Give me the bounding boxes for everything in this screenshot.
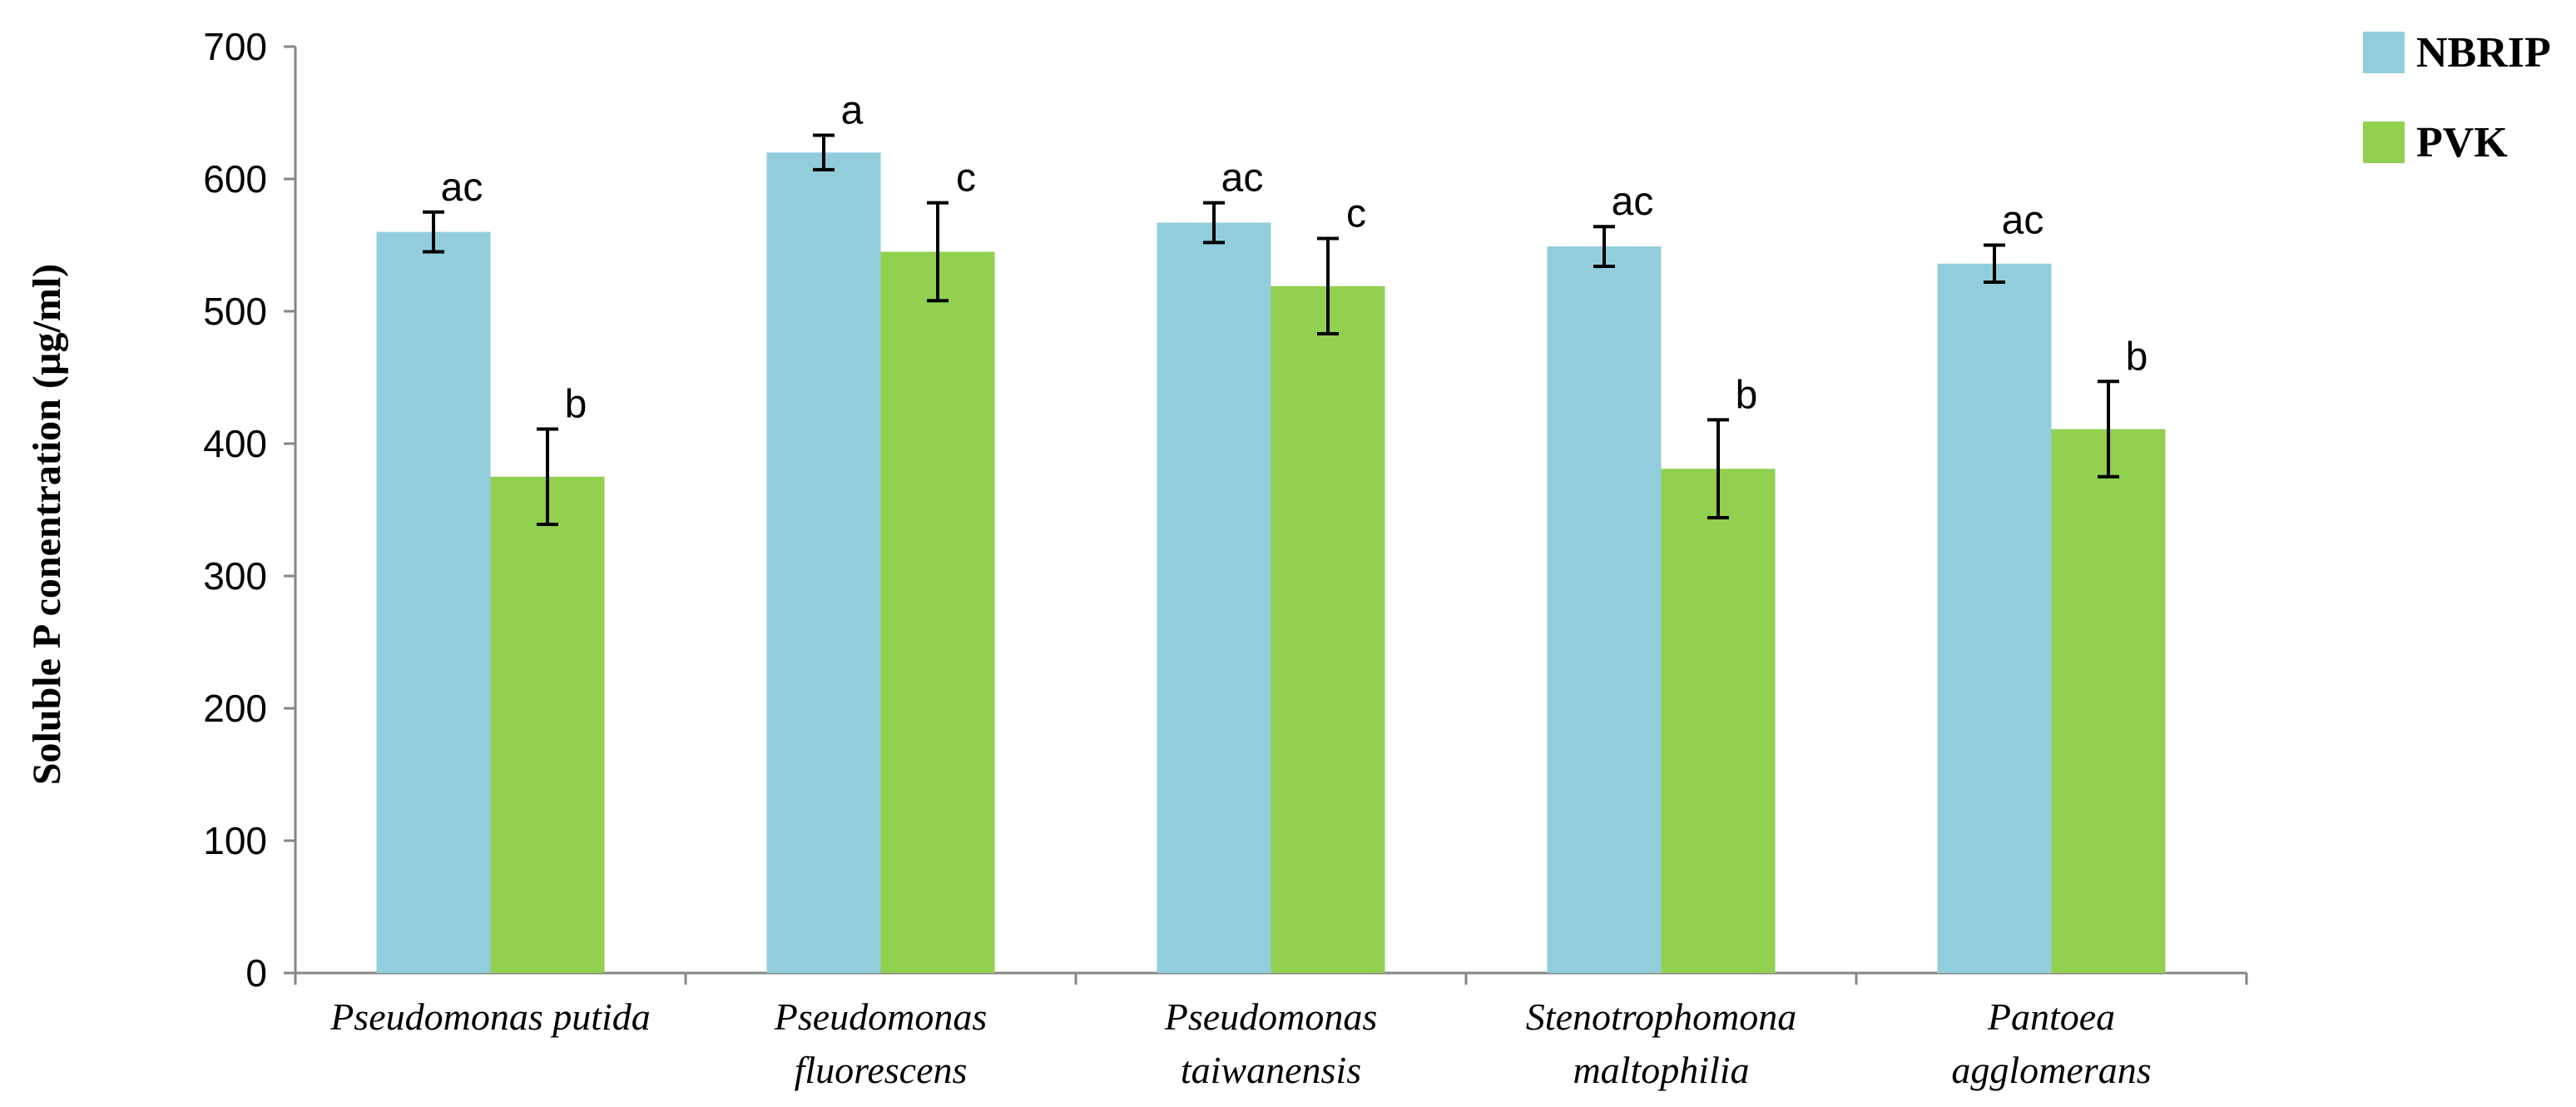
- x-category-label: Pantoea: [1987, 995, 2115, 1038]
- y-tick-label: 300: [203, 554, 267, 598]
- bar-nbrip: [1937, 263, 2052, 973]
- legend-swatch-pvk: [2363, 122, 2405, 163]
- x-category-label: Pseudomonas: [1164, 995, 1378, 1038]
- x-category-label: Stenotrophomona: [1526, 995, 1796, 1038]
- x-category-label: agglomerans: [1951, 1049, 2151, 1091]
- y-tick-label: 200: [203, 687, 267, 730]
- significance-label: ac: [1612, 180, 1654, 224]
- significance-label: b: [1736, 373, 1758, 417]
- bar-nbrip: [1547, 246, 1662, 974]
- bar-pvk: [2051, 429, 2166, 973]
- bar-pvk: [880, 251, 995, 973]
- significance-label: ac: [1221, 156, 1264, 201]
- y-tick-label: 500: [203, 290, 267, 333]
- x-category-label: maltophilia: [1573, 1049, 1749, 1091]
- axes: Soluble P conentration (µg/ml) 0 100 200 30…: [25, 25, 2248, 1091]
- significance-label: b: [565, 383, 587, 427]
- y-tick-label: 0: [245, 951, 267, 995]
- bar-nbrip: [1157, 222, 1271, 974]
- bar-pvk: [1661, 469, 1776, 973]
- y-tick-label: 100: [203, 819, 267, 862]
- legend-label-nbrip: NBRIP: [2416, 29, 2551, 77]
- y-axis-label: Soluble P conentration (µg/ml): [25, 264, 69, 785]
- bar-nbrip: [766, 152, 881, 973]
- x-category-label: Pseudomonas: [774, 995, 988, 1038]
- significance-label: a: [841, 89, 864, 133]
- x-category-label: Pseudomonas putida: [329, 995, 651, 1038]
- legend-swatch-nbrip: [2363, 32, 2405, 73]
- bar-pvk: [490, 476, 605, 973]
- significance-label: c: [956, 156, 976, 201]
- significance-label: b: [2126, 335, 2148, 379]
- x-category-label: taiwanensis: [1181, 1049, 1361, 1091]
- significance-label: ac: [441, 166, 483, 210]
- significance-label: c: [1346, 192, 1366, 236]
- y-tick-label: 700: [203, 25, 267, 68]
- y-tick-label: 400: [203, 422, 267, 465]
- legend-label-pvk: PVK: [2416, 119, 2508, 166]
- y-tick-label: 600: [203, 157, 267, 201]
- x-category-label: fluorescens: [795, 1049, 968, 1091]
- legend: NBRIP PVK: [2363, 29, 2551, 166]
- bar-pvk: [1271, 285, 1385, 973]
- significance-label: ac: [2002, 199, 2044, 243]
- bar-nbrip: [376, 231, 491, 974]
